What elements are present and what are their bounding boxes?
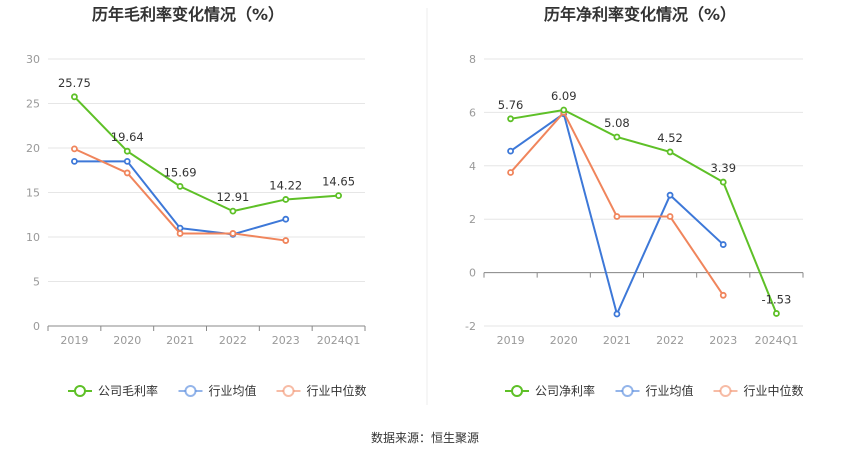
legend-label[interactable]: 行业中位数 <box>307 383 367 398</box>
data-label: 5.76 <box>498 98 524 112</box>
x-tick-label: 2020 <box>113 334 141 347</box>
industry-avg-data-point <box>507 147 514 155</box>
industry-median-data-point <box>176 230 184 237</box>
data-label: -1.53 <box>762 292 792 306</box>
industry-median-data-point <box>282 237 290 244</box>
x-tick-label: 2022 <box>219 334 247 347</box>
data-label: 5.08 <box>604 116 630 130</box>
company-data-point <box>335 192 342 200</box>
data-label: 15.69 <box>164 165 197 179</box>
legend-label[interactable]: 公司净利率 <box>535 383 595 398</box>
y-tick-label: -2 <box>465 320 476 333</box>
x-tick-label: 2023 <box>272 334 300 347</box>
company-data-point <box>773 310 780 317</box>
y-tick-label: 2 <box>469 213 476 226</box>
y-tick-label: 0 <box>469 267 476 280</box>
x-tick-label: 2022 <box>656 334 684 347</box>
legend-label[interactable]: 行业均值 <box>646 383 694 398</box>
legend-label[interactable]: 行业中位数 <box>744 383 804 398</box>
legend-marker-icon <box>74 385 86 397</box>
y-tick-label: 15 <box>26 187 40 200</box>
data-label: 6.09 <box>551 89 577 103</box>
x-tick-label: 2019 <box>60 334 88 347</box>
y-tick-label: 0 <box>33 320 40 333</box>
company-series-line <box>510 108 778 314</box>
industry-median-data-point <box>507 169 514 176</box>
x-tick-label: 2023 <box>709 334 737 347</box>
data-label: 25.75 <box>58 76 91 90</box>
data-label: 14.22 <box>269 178 302 192</box>
industry-median-data-point <box>719 291 727 299</box>
y-tick-label: 20 <box>26 142 40 155</box>
industry-avg-data-point <box>666 191 674 199</box>
y-tick-label: 25 <box>26 98 40 111</box>
industry-avg-data-point <box>719 241 727 248</box>
company-data-point <box>666 148 674 156</box>
company-data-point <box>176 182 184 190</box>
company-data-point <box>507 115 514 123</box>
x-tick-label: 2019 <box>497 334 525 347</box>
legend-marker-icon <box>511 385 523 397</box>
data-label: 3.39 <box>710 161 736 175</box>
industry-median-data-point <box>613 213 621 220</box>
industry-avg-data-point <box>613 310 621 318</box>
industry-median-data-point <box>666 213 674 220</box>
x-tick-label: 2021 <box>603 334 631 347</box>
data-label: 14.65 <box>322 175 355 189</box>
x-tick-label: 2024Q1 <box>317 334 361 347</box>
company-data-point <box>229 207 237 215</box>
industry-avg-data-point <box>123 157 131 165</box>
legend-label[interactable]: 公司毛利率 <box>98 383 158 398</box>
x-tick-label: 2021 <box>166 334 194 347</box>
company-data-point <box>719 178 727 186</box>
data-label: 12.91 <box>216 190 249 204</box>
company-data-point <box>123 147 131 155</box>
legend-marker-icon <box>282 385 295 397</box>
company-data-point <box>613 133 621 141</box>
legend-marker-icon <box>184 385 197 397</box>
chart-title: 历年净利率变化情况（%） <box>544 5 736 24</box>
y-tick-label: 10 <box>26 231 40 244</box>
y-tick-label: 8 <box>469 53 476 66</box>
data-source-label: 数据来源：恒生聚源 <box>371 430 479 445</box>
y-tick-label: 5 <box>33 276 40 289</box>
industry-median-data-point <box>123 169 131 177</box>
legend-marker-icon <box>621 385 634 397</box>
chart-title: 历年毛利率变化情况（%） <box>92 5 284 24</box>
industry-median-data-point <box>71 145 78 153</box>
industry-median-data-point <box>229 230 237 237</box>
industry-avg-data-point <box>71 157 78 165</box>
y-tick-label: 4 <box>469 160 476 173</box>
legend-label[interactable]: 行业均值 <box>209 383 257 398</box>
x-tick-label: 2024Q1 <box>755 334 799 347</box>
company-series-line <box>73 96 339 213</box>
company-data-point <box>71 93 78 101</box>
industry-avg-data-point <box>282 215 290 223</box>
data-label: 4.52 <box>657 131 683 145</box>
legend-marker-icon <box>719 385 732 397</box>
y-tick-label: 30 <box>26 53 40 66</box>
x-tick-label: 2020 <box>550 334 578 347</box>
data-label: 19.64 <box>111 130 144 144</box>
industry-avg-data-point <box>176 224 184 232</box>
y-tick-label: 6 <box>469 106 476 119</box>
company-data-point <box>560 106 568 114</box>
company-data-point <box>282 196 290 203</box>
